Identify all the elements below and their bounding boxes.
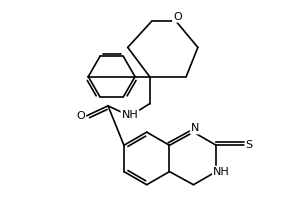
Text: NH: NH	[213, 167, 230, 177]
Text: O: O	[173, 12, 182, 22]
Text: O: O	[76, 111, 85, 121]
Text: S: S	[245, 140, 253, 150]
Text: N: N	[191, 123, 199, 133]
Text: NH: NH	[122, 110, 138, 120]
